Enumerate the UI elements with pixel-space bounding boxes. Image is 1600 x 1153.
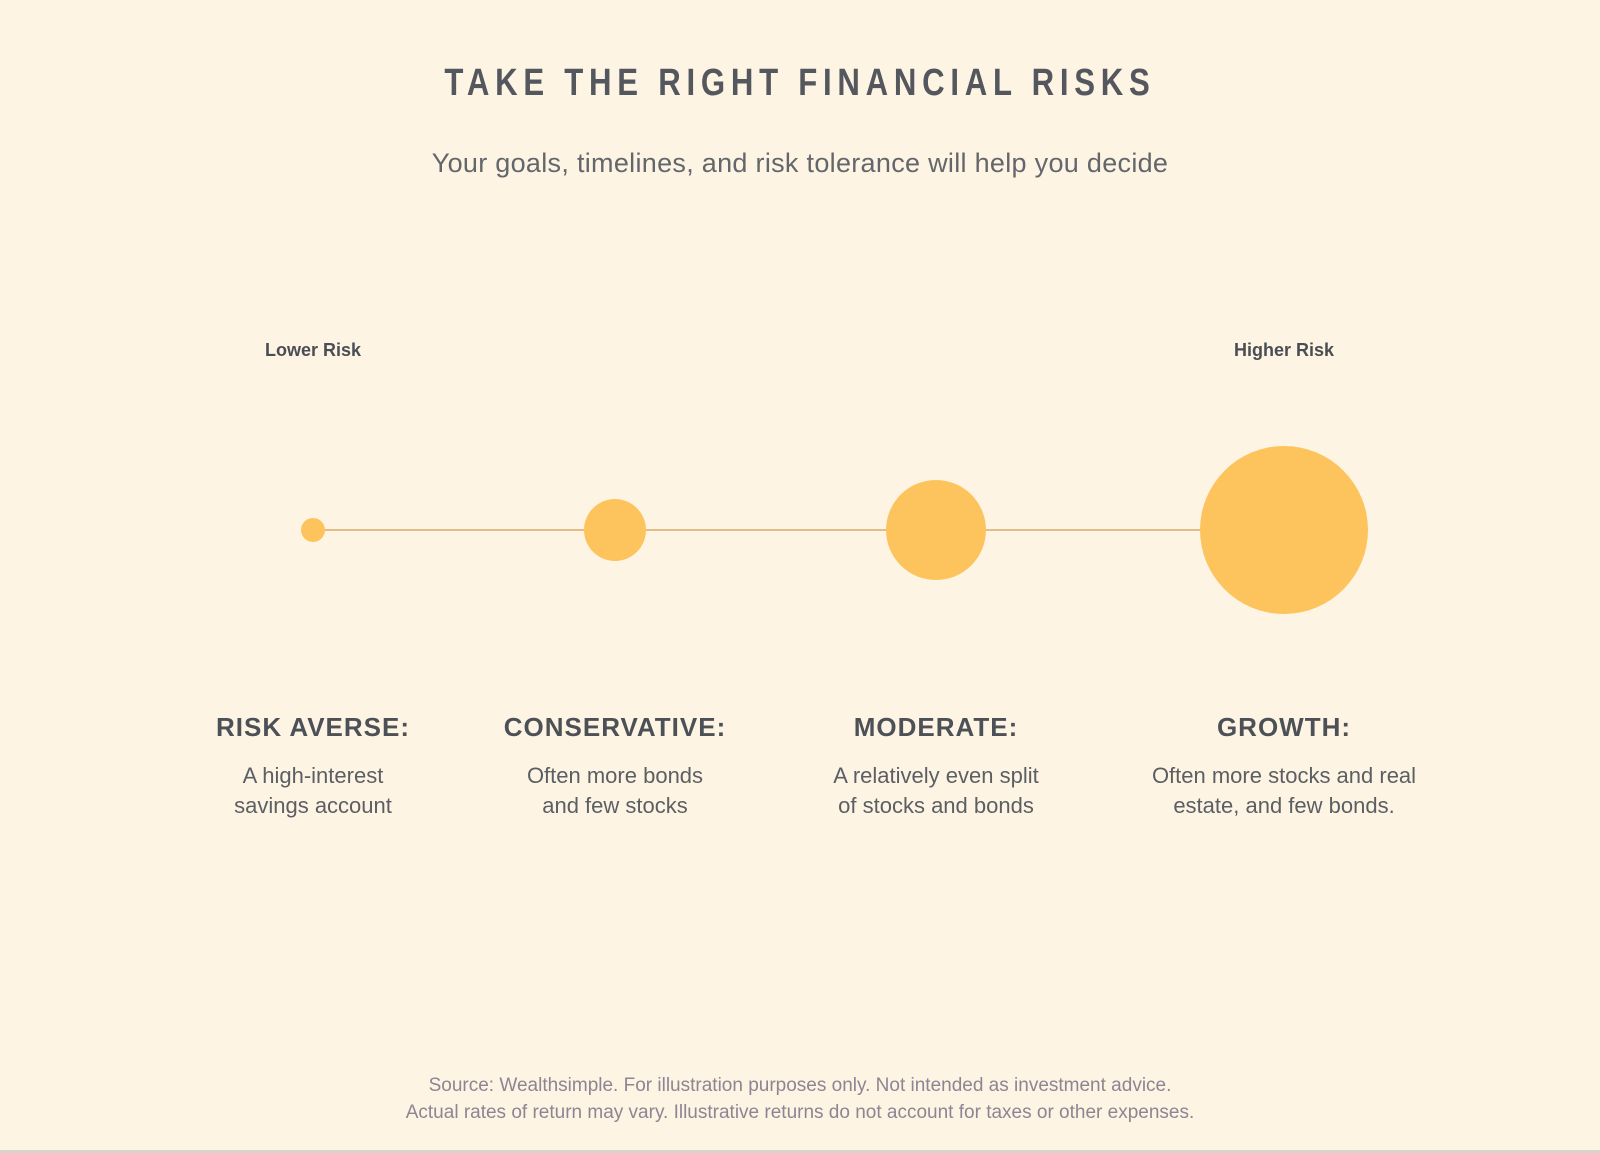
category-column-risk-averse: RISK AVERSE: A high-interest savings acco… bbox=[143, 712, 483, 821]
bubble-conservative bbox=[584, 499, 646, 561]
source-line-1: Source: Wealthsimple. For illustration p… bbox=[428, 1075, 1172, 1096]
page-title: TAKE THE RIGHT FINANCIAL RISKS bbox=[444, 62, 1156, 104]
category-heading-growth: GROWTH: bbox=[1216, 712, 1352, 742]
category-description-moderate: A relatively even split of stocks and bo… bbox=[833, 763, 1039, 818]
category-column-moderate: MODERATE: A relatively even split of stoc… bbox=[766, 712, 1106, 821]
lower-risk-label: Lower Risk bbox=[264, 340, 362, 360]
category-column-growth: GROWTH: Often more stocks and real estate… bbox=[1114, 712, 1454, 821]
page-subtitle: Your goals, timelines, and risk toleranc… bbox=[431, 148, 1169, 178]
category-heading-conservative: CONSERVATIVE: bbox=[503, 712, 727, 742]
source-disclaimer: Source: Wealthsimple. For illustration p… bbox=[0, 1072, 1600, 1126]
bubble-risk-averse bbox=[301, 518, 325, 542]
category-heading-moderate: MODERATE: bbox=[853, 712, 1019, 742]
bubble-moderate bbox=[886, 480, 986, 580]
bottom-edge-divider bbox=[0, 1150, 1600, 1153]
source-line-2: Actual rates of return may vary. Illustr… bbox=[405, 1102, 1195, 1123]
category-column-conservative: CONSERVATIVE: Often more bonds and few st… bbox=[445, 712, 785, 821]
bubble-growth bbox=[1200, 446, 1368, 614]
category-description-growth: Often more stocks and real estate, and f… bbox=[1151, 763, 1417, 818]
category-heading-risk-averse: RISK AVERSE: bbox=[215, 712, 411, 742]
higher-risk-label: Higher Risk bbox=[1233, 340, 1335, 360]
category-description-conservative: Often more bonds and few stocks bbox=[526, 763, 704, 818]
risk-axis-line bbox=[313, 529, 1284, 531]
category-description-risk-averse: A high-interest savings account bbox=[234, 763, 392, 818]
